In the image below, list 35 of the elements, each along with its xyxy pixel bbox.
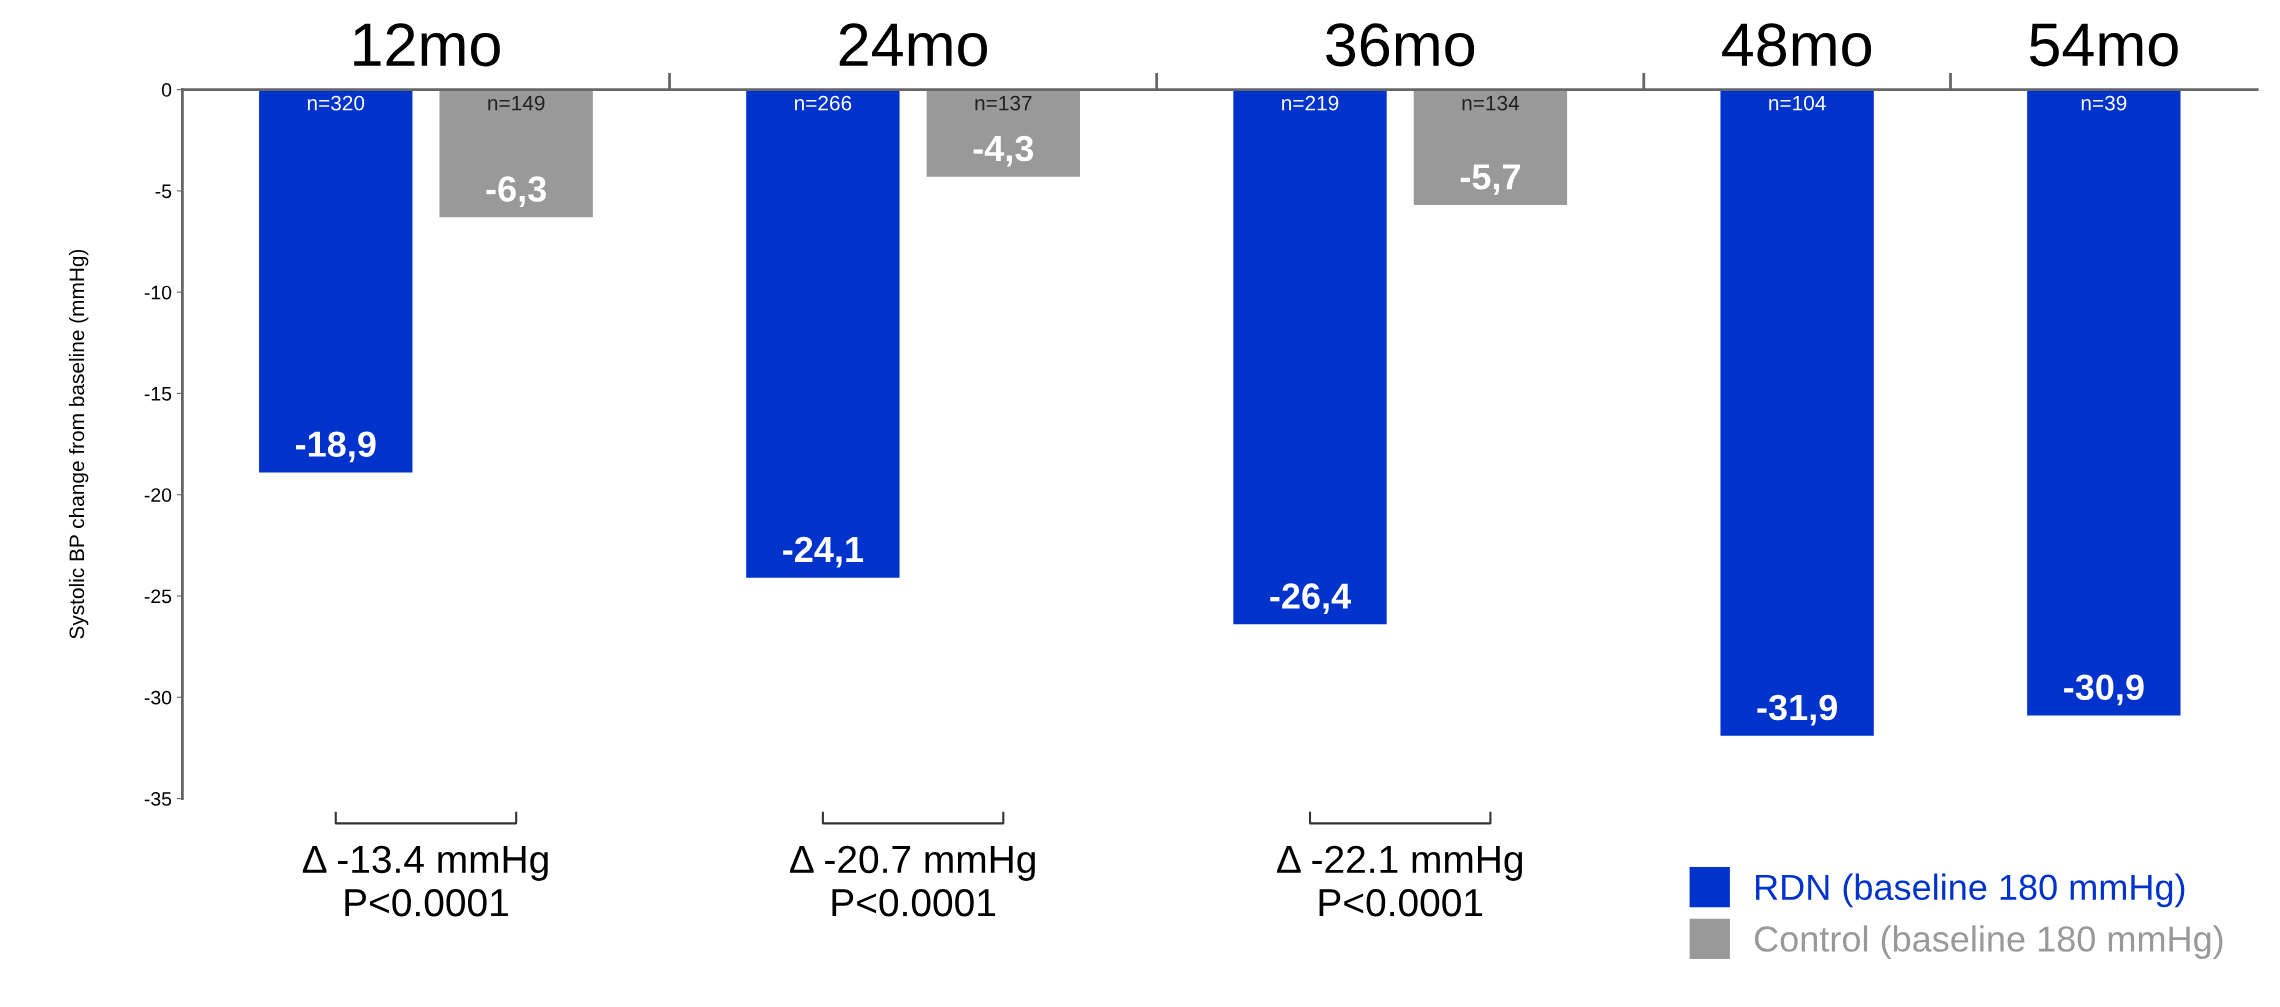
legend-label: RDN (baseline 180 mmHg): [1756, 873, 2185, 908]
data-label: -4,3: [973, 135, 1034, 167]
annotation: n=104: [1769, 95, 1826, 111]
y-tick-label: -10: [144, 285, 172, 300]
data-label: -6,3: [486, 176, 546, 207]
data-label: -26,4: [1270, 583, 1351, 615]
annotation: n=266: [795, 95, 852, 111]
x-tick-label: 36mo: [1326, 23, 1475, 67]
annotation: n=137: [975, 95, 1032, 111]
text: Δ -20.7 mmHg P<0.0001: [789, 845, 1035, 917]
y-tick-label: -20: [144, 488, 172, 502]
y-tick-label: -30: [144, 690, 172, 705]
y-tick-label: -25: [144, 589, 172, 604]
annotation: n=134: [1462, 95, 1520, 111]
annotation: n=149: [488, 95, 545, 111]
x-tick-label: 24mo: [839, 23, 987, 67]
x-tick-label: 54mo: [2029, 23, 2178, 67]
data-label: -30,9: [2064, 674, 2144, 706]
data-label: -5,7: [1460, 164, 1520, 195]
x-tick-label: 12mo: [354, 23, 500, 67]
y-tick-label: -35: [144, 792, 172, 806]
legend-label: Control (baseline 180 mmHg): [1754, 925, 2223, 959]
y-axis-title: Systolic BP change from baseline (mmHg): [68, 249, 89, 639]
text: Δ -22.1 mmHg P<0.0001: [1277, 845, 1523, 917]
annotation: n=219: [1282, 95, 1339, 111]
text: Δ -13.4 mmHg P<0.0001: [302, 845, 548, 917]
x-tick-label: 48mo: [1722, 23, 1872, 67]
y-tick-label: -5: [155, 184, 172, 199]
data-label: -18,9: [296, 431, 376, 463]
y-tick-label: 0: [161, 83, 172, 97]
data-label: -31,9: [1757, 694, 1837, 726]
data-label: -24,1: [783, 536, 864, 568]
annotation: n=39: [2081, 95, 2127, 111]
y-tick-label: -15: [144, 387, 172, 401]
annotation: n=320: [307, 95, 365, 111]
